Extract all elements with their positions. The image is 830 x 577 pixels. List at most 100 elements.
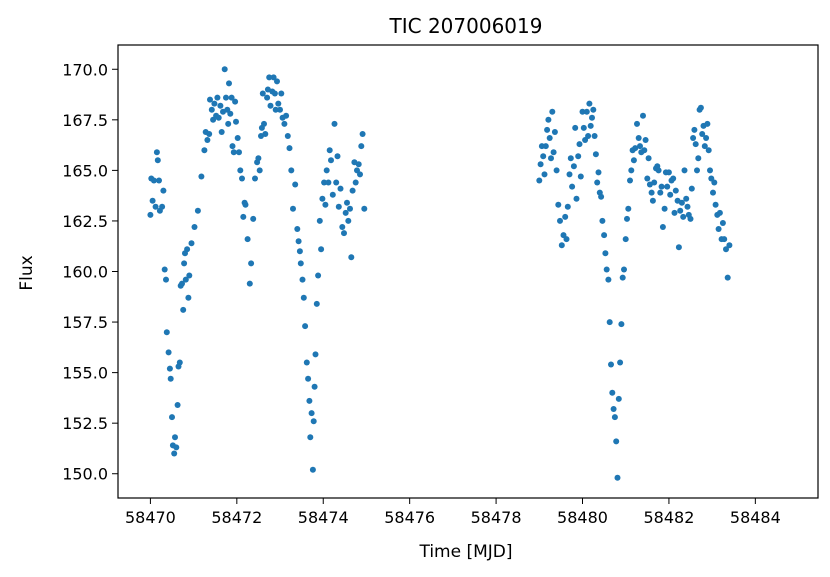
y-tick-label: 165.0 — [62, 161, 108, 180]
y-tick-label: 160.0 — [62, 263, 108, 282]
data-point — [281, 120, 288, 127]
data-point — [630, 157, 637, 164]
data-point — [594, 179, 601, 186]
data-point — [705, 147, 712, 154]
data-point — [703, 135, 710, 141]
data-point — [614, 474, 621, 481]
data-point — [270, 74, 277, 81]
data-point — [592, 151, 599, 158]
data-point — [169, 414, 175, 421]
data-point — [181, 260, 188, 267]
data-point — [239, 175, 245, 182]
data-point — [704, 120, 711, 127]
data-point — [723, 246, 729, 253]
data-point — [587, 122, 594, 129]
data-point — [310, 418, 317, 425]
data-point — [176, 359, 183, 366]
x-tick-label: 58480 — [557, 508, 608, 527]
data-point — [680, 213, 687, 220]
data-point — [236, 149, 242, 156]
data-point — [229, 143, 236, 150]
data-point — [580, 124, 587, 131]
data-point — [297, 260, 304, 267]
data-point — [167, 375, 174, 382]
data-point — [670, 175, 677, 182]
data-point — [331, 120, 338, 127]
data-point — [292, 181, 299, 188]
data-point — [619, 274, 626, 281]
data-point — [613, 438, 620, 445]
data-point — [250, 215, 257, 222]
data-point — [566, 171, 573, 178]
data-point — [335, 203, 342, 210]
data-point — [694, 167, 700, 174]
data-point — [300, 294, 307, 301]
data-point — [179, 280, 185, 287]
data-point — [667, 191, 674, 198]
data-point — [599, 217, 606, 224]
data-point — [359, 131, 366, 137]
data-point — [701, 143, 708, 150]
data-point — [695, 155, 702, 162]
data-point — [228, 94, 235, 101]
data-point — [233, 118, 239, 125]
data-point — [658, 183, 665, 190]
data-point — [603, 266, 610, 273]
data-point — [165, 349, 172, 356]
data-point — [358, 143, 365, 150]
data-point — [156, 177, 162, 184]
data-point — [726, 242, 733, 249]
data-point — [244, 236, 251, 243]
y-tick-label: 170.0 — [62, 60, 108, 79]
data-point — [611, 414, 618, 421]
data-point — [221, 66, 228, 73]
data-point — [628, 167, 635, 174]
data-point — [672, 187, 679, 194]
data-point — [635, 135, 642, 141]
data-point — [180, 306, 187, 313]
data-point — [540, 153, 547, 160]
data-point — [542, 143, 549, 150]
data-point — [305, 375, 312, 382]
data-point — [303, 359, 310, 366]
data-point — [344, 199, 350, 206]
data-point — [684, 203, 691, 210]
data-point — [345, 217, 352, 224]
data-point — [271, 90, 278, 97]
data-point — [671, 209, 678, 216]
data-point — [261, 120, 267, 127]
data-point — [645, 155, 652, 162]
data-point — [227, 110, 234, 117]
data-point — [618, 321, 625, 328]
data-point — [598, 193, 605, 200]
data-point — [334, 153, 341, 160]
data-point — [644, 175, 651, 182]
data-point — [246, 280, 253, 287]
x-tick-label: 58472 — [211, 508, 262, 527]
data-point — [576, 141, 583, 148]
data-point — [555, 201, 562, 208]
data-point — [606, 319, 613, 326]
data-point — [288, 167, 295, 174]
data-point — [313, 300, 320, 307]
data-point — [262, 131, 269, 137]
data-point — [712, 201, 719, 208]
data-point — [184, 246, 191, 253]
data-point — [237, 167, 244, 174]
data-point — [150, 177, 157, 184]
data-point — [315, 272, 322, 279]
data-point — [608, 361, 614, 368]
data-point — [194, 207, 201, 214]
data-point — [536, 177, 543, 184]
data-point — [286, 145, 293, 152]
chart-title: TIC 207006019 — [389, 14, 543, 38]
data-point — [240, 213, 247, 220]
data-point — [622, 236, 629, 243]
data-point — [208, 106, 215, 113]
data-point — [290, 205, 296, 212]
x-axis-label: Time [MJD] — [418, 542, 512, 562]
data-point — [264, 94, 271, 101]
data-point — [617, 359, 624, 366]
data-point — [295, 238, 302, 245]
data-point — [551, 129, 558, 135]
